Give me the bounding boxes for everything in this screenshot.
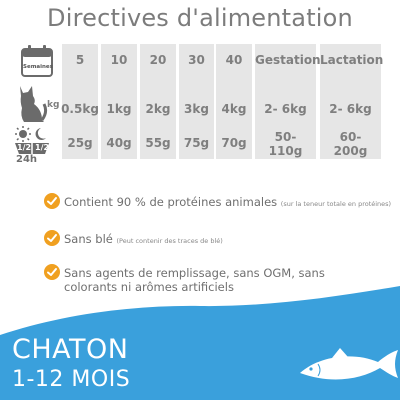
column-food: 70g: [221, 136, 247, 150]
benefit-main: Contient 90 % de protéines animales: [64, 195, 278, 209]
table-column: 10 1kg 40g: [101, 44, 137, 159]
fish-icon: [300, 348, 398, 380]
sun-moon-icon: [15, 126, 46, 142]
calendar-icon: [21, 45, 53, 77]
column-weight: 4kg: [221, 102, 247, 116]
product-name: CHATON: [12, 334, 129, 365]
column-stage: Gestation: [255, 53, 321, 67]
daily-row-label: 24h: [16, 154, 38, 165]
column-weight: 2kg: [145, 102, 171, 116]
column-weeks: 5: [75, 53, 85, 67]
column-food: 40g: [106, 136, 132, 150]
column-weeks: 10: [110, 53, 128, 67]
feeding-table: 5 0.5kg 25g 10 1kg 40g 20 2kg 55g 30 3kg…: [0, 44, 400, 159]
benefit-main: Sans agents de remplissage, sans OGM, sa…: [64, 266, 325, 294]
table-column: 30 3kg 75g: [179, 44, 214, 159]
cat-icon: [20, 86, 48, 122]
benefit-grain-free: Sans blé (Peut contenir des traces de bl…: [64, 232, 394, 248]
column-weight: 0.5kg: [61, 102, 99, 116]
column-weight: 3kg: [184, 102, 209, 116]
check-badge-icon: [44, 193, 60, 209]
benefit-no-fillers: Sans agents de remplissage, sans OGM, sa…: [64, 266, 334, 294]
column-food: 50- 110g: [268, 130, 303, 158]
kg-row-label: kg: [47, 100, 60, 110]
bowl-half-left: 1/2: [17, 143, 32, 152]
check-badge-icon: [44, 264, 60, 280]
page-title: Directives d'alimentation: [47, 4, 353, 32]
weeks-badge-label: Semaines: [23, 64, 53, 70]
benefit-note: (sur la teneur totale en protéines): [280, 200, 392, 208]
column-weeks: 40: [225, 53, 243, 67]
column-weeks: 30: [188, 53, 205, 67]
column-food: 60- 200g: [333, 130, 368, 158]
column-food: 25g: [67, 136, 93, 150]
benefit-note: (Peut contenir des traces de blé): [116, 237, 223, 245]
check-badge-icon: [44, 230, 60, 246]
column-weight: 2- 6kg: [329, 102, 372, 116]
product-age-range: 1-12 MOIS: [12, 367, 131, 392]
bowl-icon: [15, 143, 49, 154]
column-food: 75g: [183, 136, 210, 150]
table-column: Lactation 2- 6kg 60- 200g: [320, 44, 384, 159]
column-food: 55g: [145, 136, 171, 150]
column-weeks: 20: [149, 53, 167, 67]
table-column: Gestation 2- 6kg 50- 110g: [255, 44, 321, 159]
column-stage: Lactation: [320, 53, 384, 67]
bowl-half-right: 1/2: [35, 143, 50, 152]
table-column: 40 4kg 70g: [216, 44, 252, 159]
benefit-protein: Contient 90 % de protéines animales (sur…: [64, 195, 394, 211]
table-column: 20 2kg 55g: [140, 44, 176, 159]
table-column: 5 0.5kg 25g: [61, 44, 99, 159]
benefit-main: Sans blé: [64, 232, 113, 246]
column-weight: 1kg: [106, 102, 132, 116]
column-weight: 2- 6kg: [264, 102, 307, 116]
